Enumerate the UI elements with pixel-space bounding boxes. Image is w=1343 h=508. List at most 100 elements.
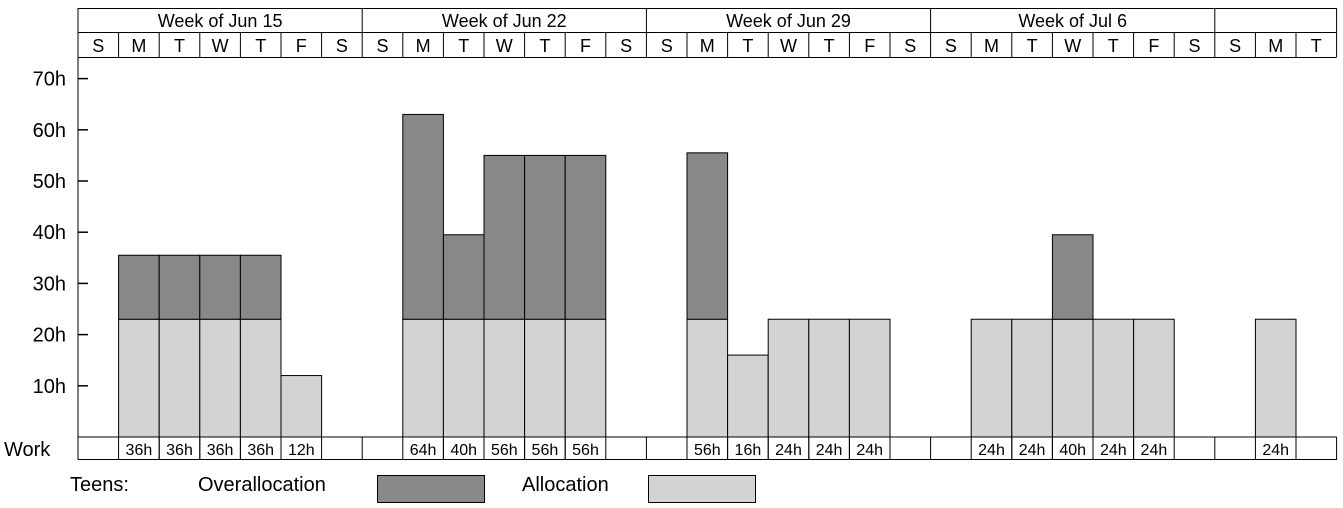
work-value: 24h	[816, 442, 843, 459]
work-value: 24h	[1141, 442, 1168, 459]
day-label: F	[296, 36, 307, 56]
allocation-bar	[280, 375, 323, 438]
day-label: M	[1268, 36, 1283, 56]
overallocation-bar	[158, 254, 201, 320]
day-label: S	[620, 36, 632, 56]
day-label: S	[376, 36, 388, 56]
day-label: F	[1148, 36, 1159, 56]
overallocation-bar	[524, 154, 566, 320]
overallocation-bar	[1051, 234, 1094, 320]
overallocation-bar	[442, 234, 485, 320]
allocation-bar	[1051, 318, 1094, 438]
day-label: S	[661, 36, 673, 56]
allocation-bar	[1092, 318, 1135, 438]
y-tick-label: 70h	[33, 69, 66, 91]
allocation-bar	[239, 318, 282, 438]
day-label: T	[255, 36, 266, 56]
day-label: W	[496, 36, 513, 56]
overallocation-bar	[686, 152, 729, 320]
allocation-bar	[442, 318, 485, 438]
day-label: M	[131, 36, 146, 56]
day-label: T	[824, 36, 835, 56]
day-label: T	[742, 36, 753, 56]
allocation-bar	[158, 318, 201, 438]
allocation-bar	[727, 354, 769, 438]
day-label: T	[1027, 36, 1038, 56]
work-value: 40h	[1059, 442, 1086, 459]
week-label: Week of Jun 15	[158, 11, 283, 31]
overallocation-bar	[564, 154, 607, 320]
allocation-bar	[524, 318, 566, 438]
day-label: M	[984, 36, 999, 56]
y-tick-label: 20h	[33, 325, 66, 347]
allocation-bar	[402, 318, 444, 438]
day-label: T	[539, 36, 550, 56]
allocation-bar	[848, 318, 891, 438]
work-value: 56h	[694, 442, 721, 459]
day-label: M	[416, 36, 431, 56]
work-value: 36h	[247, 442, 274, 459]
legend-swatch-overallocation	[377, 475, 485, 503]
y-tick-label: 30h	[33, 273, 66, 295]
day-label: T	[174, 36, 185, 56]
day-label: M	[700, 36, 715, 56]
day-label: S	[945, 36, 957, 56]
day-label: S	[1229, 36, 1241, 56]
day-label: T	[1108, 36, 1119, 56]
work-value: 24h	[1100, 442, 1127, 459]
week-label: Week of Jun 22	[442, 11, 567, 31]
allocation-bar	[686, 318, 729, 438]
allocation-bar	[767, 318, 810, 438]
work-row-label: Work	[4, 439, 51, 461]
allocation-bar	[808, 318, 850, 438]
allocation-bar	[1254, 318, 1297, 438]
work-value: 64h	[410, 442, 437, 459]
y-tick-label: 40h	[33, 222, 66, 244]
day-label: S	[1188, 36, 1200, 56]
y-tick-label: 10h	[33, 376, 66, 398]
legend-title: Teens:	[70, 474, 129, 496]
legend-swatch-allocation	[648, 475, 756, 503]
allocation-bar	[118, 318, 160, 438]
work-value: 24h	[856, 442, 883, 459]
legend: Teens: Overallocation Allocation	[0, 474, 1343, 506]
day-label: T	[1311, 36, 1322, 56]
work-value: 24h	[978, 442, 1005, 459]
overallocation-bar	[118, 254, 160, 320]
work-value: 40h	[450, 442, 477, 459]
allocation-bar	[1133, 318, 1175, 438]
overallocation-bar	[199, 254, 241, 320]
day-label: T	[458, 36, 469, 56]
y-tick-label: 50h	[33, 171, 66, 193]
day-label: S	[336, 36, 348, 56]
overallocation-bar	[483, 154, 526, 320]
day-label: W	[780, 36, 797, 56]
y-tick-label: 60h	[33, 120, 66, 142]
overallocation-bar	[402, 113, 444, 320]
day-label: S	[904, 36, 916, 56]
week-label: Week of Jun 29	[726, 11, 851, 31]
work-value: 36h	[207, 442, 234, 459]
day-label: F	[580, 36, 591, 56]
chart: Week of Jun 15 Week of Jun 22 Week of Jun …	[4, 8, 1338, 461]
work-value: 36h	[126, 442, 153, 459]
work-value: 16h	[735, 442, 762, 459]
allocation-bar	[1011, 318, 1053, 438]
work-value: 56h	[532, 442, 559, 459]
day-label: W	[1064, 36, 1081, 56]
week-label: Week of Jul 6	[1018, 11, 1127, 31]
work-value: 36h	[166, 442, 193, 459]
allocation-bar	[483, 318, 526, 438]
work-value: 56h	[572, 442, 599, 459]
overallocation-bar	[239, 254, 282, 320]
work-value: 56h	[491, 442, 518, 459]
legend-label-allocation: Allocation	[522, 474, 609, 496]
day-label: W	[212, 36, 229, 56]
allocation-bar	[199, 318, 241, 438]
work-value: 12h	[288, 442, 315, 459]
legend-label-overallocation: Overallocation	[198, 474, 326, 496]
allocation-bar	[970, 318, 1013, 438]
work-value: 24h	[1019, 442, 1046, 459]
day-label: F	[864, 36, 875, 56]
work-value: 24h	[775, 442, 802, 459]
